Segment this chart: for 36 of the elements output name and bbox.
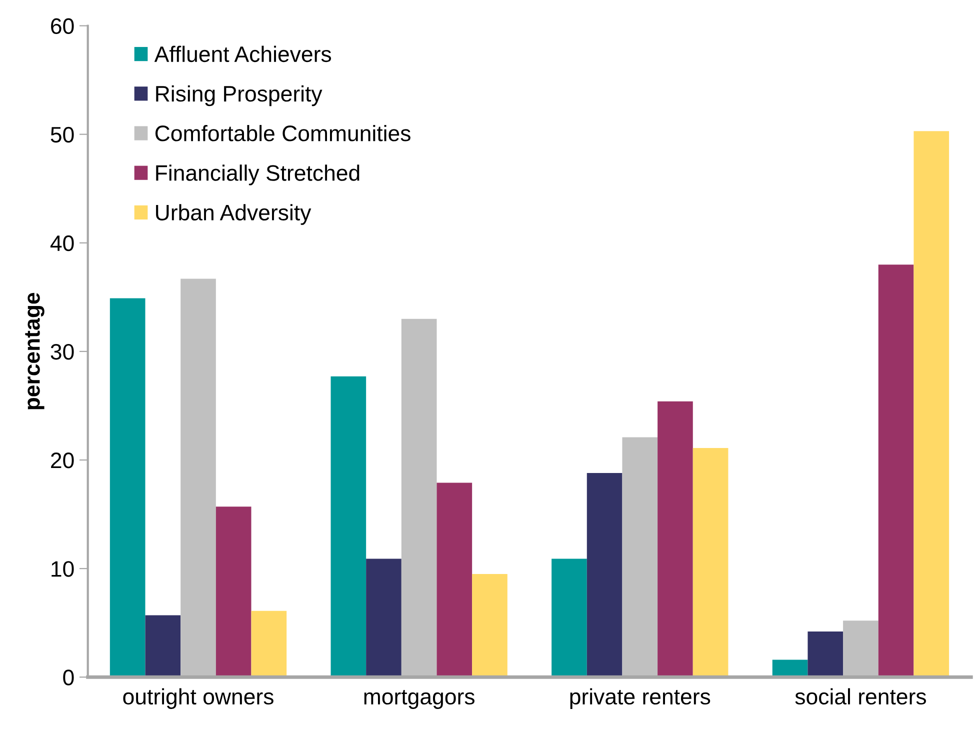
bar	[110, 298, 146, 678]
legend-label: Rising Prosperity	[156, 85, 322, 106]
y-tick-label: 40	[50, 235, 74, 252]
bar	[330, 376, 366, 678]
legend-label: Urban Adversity	[156, 204, 312, 225]
bar	[692, 448, 728, 678]
bar	[808, 632, 844, 678]
bar	[914, 131, 950, 678]
legend-label: Financially Stretched	[156, 164, 360, 186]
y-axis-title: percentage	[25, 292, 44, 410]
y-tick-label: 50	[50, 126, 74, 143]
bar	[843, 620, 878, 678]
bar	[878, 264, 914, 678]
bar	[145, 615, 181, 678]
legend-label: Comfortable Communities	[155, 124, 410, 142]
bar	[552, 558, 587, 678]
bar	[401, 318, 437, 678]
legend-label: Affluent Achievers	[154, 46, 332, 62]
y-tick-label: 10	[52, 561, 74, 577]
bar	[622, 437, 658, 678]
x-tick-label: private renters	[570, 688, 710, 709]
bar	[366, 558, 402, 678]
bar	[586, 473, 622, 678]
bar	[180, 278, 216, 678]
bar	[216, 506, 252, 678]
x-tick-label: outright owners	[123, 688, 274, 709]
y-tick-label: 60	[51, 18, 74, 34]
y-tick-label: 30	[50, 344, 74, 360]
y-tick-label: 20	[51, 452, 74, 468]
y-tick-label: 0	[63, 670, 74, 686]
x-tick-label: social renters	[795, 688, 926, 705]
bar	[658, 401, 693, 678]
bar	[472, 574, 508, 678]
x-tick-label: mortgagors	[364, 690, 474, 709]
bar	[251, 610, 287, 678]
bar	[436, 482, 472, 678]
